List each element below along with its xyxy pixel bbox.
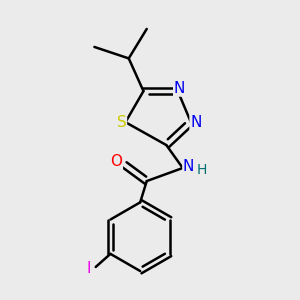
- Text: I: I: [86, 261, 91, 276]
- Text: N: N: [183, 159, 194, 174]
- Text: N: N: [190, 115, 202, 130]
- Text: S: S: [117, 115, 126, 130]
- Text: H: H: [196, 163, 207, 177]
- Text: O: O: [110, 154, 122, 169]
- Text: N: N: [174, 81, 185, 96]
